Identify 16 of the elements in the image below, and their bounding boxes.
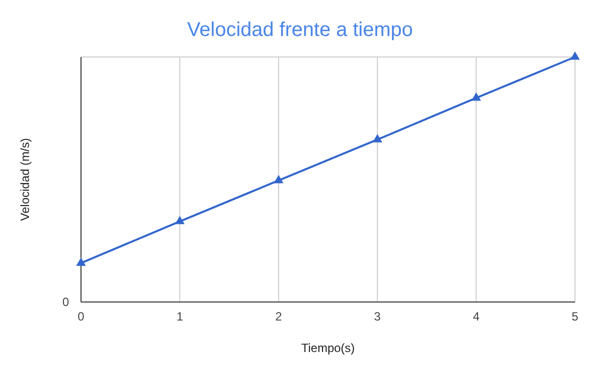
point xyxy=(372,134,382,142)
x-tick-label: 4 xyxy=(472,310,480,324)
x-tick-label: 5 xyxy=(572,310,579,324)
point xyxy=(274,174,284,184)
x-tick-label: 0 xyxy=(78,310,85,324)
point xyxy=(174,216,185,224)
point xyxy=(76,257,86,266)
point xyxy=(471,92,482,101)
x-axis-title: Tiempo(s) xyxy=(301,341,355,355)
x-tick-label: 2 xyxy=(275,310,282,324)
chart-title: Velocidad frente a tiempo xyxy=(187,19,413,41)
x-tick-label: 1 xyxy=(176,310,184,324)
text: 0 xyxy=(62,295,70,309)
point xyxy=(570,51,580,60)
y-axis-title: Velocidad (m/s) xyxy=(18,138,32,221)
x-tick-label: 3 xyxy=(374,310,382,324)
